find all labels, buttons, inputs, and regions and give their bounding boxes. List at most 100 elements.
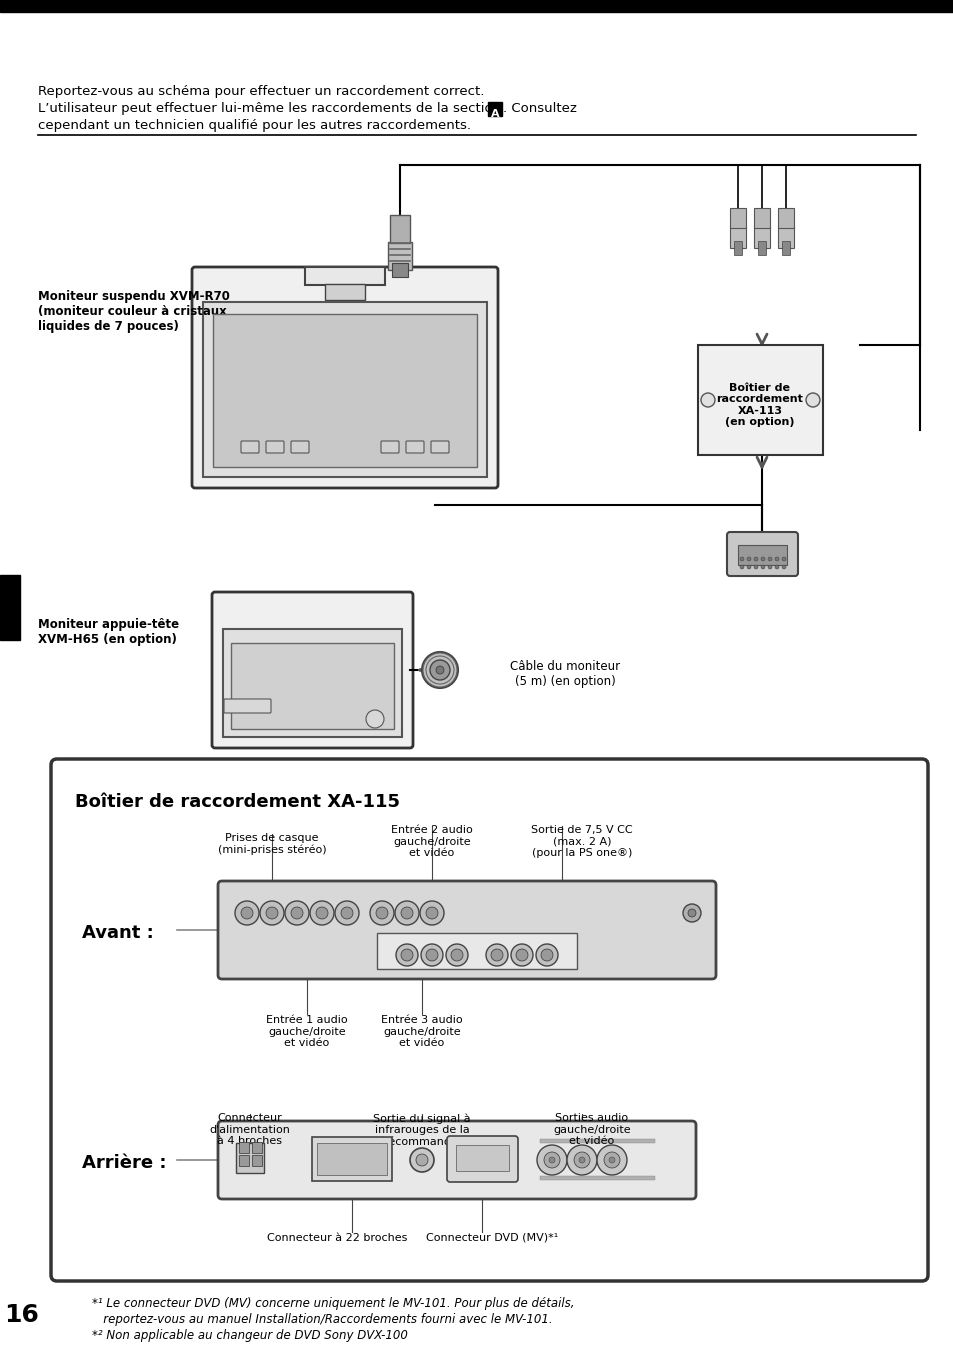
Bar [305,266,385,285]
Text: Avant :: Avant : [82,923,153,942]
Circle shape [285,900,309,925]
FancyBboxPatch shape [726,531,797,576]
Circle shape [315,907,328,919]
Circle shape [574,1152,589,1168]
Bar [252,1142,262,1153]
Bar [235,1142,264,1174]
Text: Boîtier de
raccordement
XA-113
(en option): Boîtier de raccordement XA-113 (en optio… [716,383,802,427]
Text: Sortie du signal à
infrarouges de la
télécommande*²: Sortie du signal à infrarouges de la tél… [373,1113,471,1146]
Bar [213,314,476,466]
Text: reportez-vous au manuel Installation/Raccordements fourni avec le MV-101.: reportez-vous au manuel Installation/Rac… [91,1313,552,1326]
Circle shape [241,907,253,919]
Text: Entrée 3 audio
gauche/droite
et vidéo: Entrée 3 audio gauche/droite et vidéo [381,1015,462,1048]
Text: Moniteur suspendu XVM-R70
(moniteur couleur à cristaux
liquides de 7 pouces): Moniteur suspendu XVM-R70 (moniteur coul… [38,289,230,333]
Bar [223,629,401,737]
Bar [733,241,741,256]
Text: Connecteur à 22 broches: Connecteur à 22 broches [267,1233,407,1242]
Bar [0,0,953,12]
Circle shape [395,900,418,925]
Circle shape [430,660,450,680]
Text: Entrée 2 audio
gauche/droite
et vidéo: Entrée 2 audio gauche/droite et vidéo [391,825,473,859]
FancyBboxPatch shape [447,1136,517,1182]
FancyBboxPatch shape [406,441,423,453]
FancyBboxPatch shape [291,441,309,453]
Circle shape [516,949,527,961]
Circle shape [608,1157,615,1163]
Circle shape [781,557,785,561]
Circle shape [700,393,714,407]
Bar [729,226,745,247]
Circle shape [746,565,750,569]
Text: Sorties audio
gauche/droite
et vidéo: Sorties audio gauche/droite et vidéo [553,1113,630,1146]
Circle shape [543,1152,559,1168]
Circle shape [767,565,771,569]
Circle shape [687,909,696,917]
Circle shape [753,565,758,569]
Text: Schéma de raccordement: Schéma de raccordement [38,0,456,18]
Text: 16: 16 [5,1303,39,1328]
Text: Moniteur appuie-tête
XVM-H65 (en option): Moniteur appuie-tête XVM-H65 (en option) [38,618,179,646]
Circle shape [540,949,553,961]
Circle shape [446,944,468,965]
Bar [392,264,408,277]
Bar [753,226,769,247]
Bar [0,575,20,639]
Bar [252,1155,262,1165]
Circle shape [774,565,779,569]
Text: Sortie de 7,5 V CC
(max. 2 A)
(pour la PS one®): Sortie de 7,5 V CC (max. 2 A) (pour la P… [531,825,632,859]
Text: Câble du moniteur
(5 m) (en option): Câble du moniteur (5 m) (en option) [510,660,619,688]
FancyBboxPatch shape [241,441,258,453]
Circle shape [603,1152,619,1168]
Bar [758,241,765,256]
Circle shape [760,557,764,561]
Circle shape [485,944,507,965]
Circle shape [291,907,303,919]
Circle shape [400,907,413,919]
Text: L’utilisateur peut effectuer lui-même les raccordements de la section: L’utilisateur peut effectuer lui-même le… [38,101,500,115]
Circle shape [597,1145,626,1175]
Bar [738,545,786,565]
Bar [239,1155,249,1165]
Circle shape [537,1145,566,1175]
Circle shape [260,900,284,925]
Circle shape [416,1155,428,1165]
Circle shape [366,710,384,727]
Circle shape [781,565,785,569]
Bar [456,1145,509,1171]
Bar [778,226,793,247]
Text: Arrière :: Arrière : [82,1155,167,1172]
Bar [390,215,410,243]
Bar [316,1142,387,1175]
Bar [312,1137,392,1182]
FancyBboxPatch shape [51,758,927,1280]
Bar [488,101,501,116]
FancyBboxPatch shape [431,441,449,453]
Circle shape [340,907,353,919]
Circle shape [491,949,502,961]
Bar [239,1142,249,1153]
Bar [781,241,789,256]
Bar [539,1176,655,1180]
Circle shape [426,949,437,961]
FancyBboxPatch shape [266,441,284,453]
Circle shape [310,900,334,925]
Circle shape [774,557,779,561]
Text: Boîtier de raccordement XA-115: Boîtier de raccordement XA-115 [75,794,399,811]
Bar [231,644,394,729]
Circle shape [370,900,394,925]
Circle shape [335,900,358,925]
Circle shape [740,557,743,561]
Bar [376,933,577,969]
Circle shape [746,557,750,561]
FancyBboxPatch shape [380,441,398,453]
Bar [325,284,365,300]
Circle shape [419,900,443,925]
FancyBboxPatch shape [192,266,497,488]
Circle shape [682,904,700,922]
Bar [539,1138,655,1142]
Text: *² Non applicable au changeur de DVD Sony DVX-100: *² Non applicable au changeur de DVD Son… [91,1329,408,1343]
Bar [203,301,486,477]
Text: *¹ Le connecteur DVD (MV) concerne uniquement le MV-101. Pour plus de détails,: *¹ Le connecteur DVD (MV) concerne uniqu… [91,1297,574,1310]
Circle shape [805,393,820,407]
Text: cependant un technicien qualifié pour les autres raccordements.: cependant un technicien qualifié pour le… [38,119,471,132]
